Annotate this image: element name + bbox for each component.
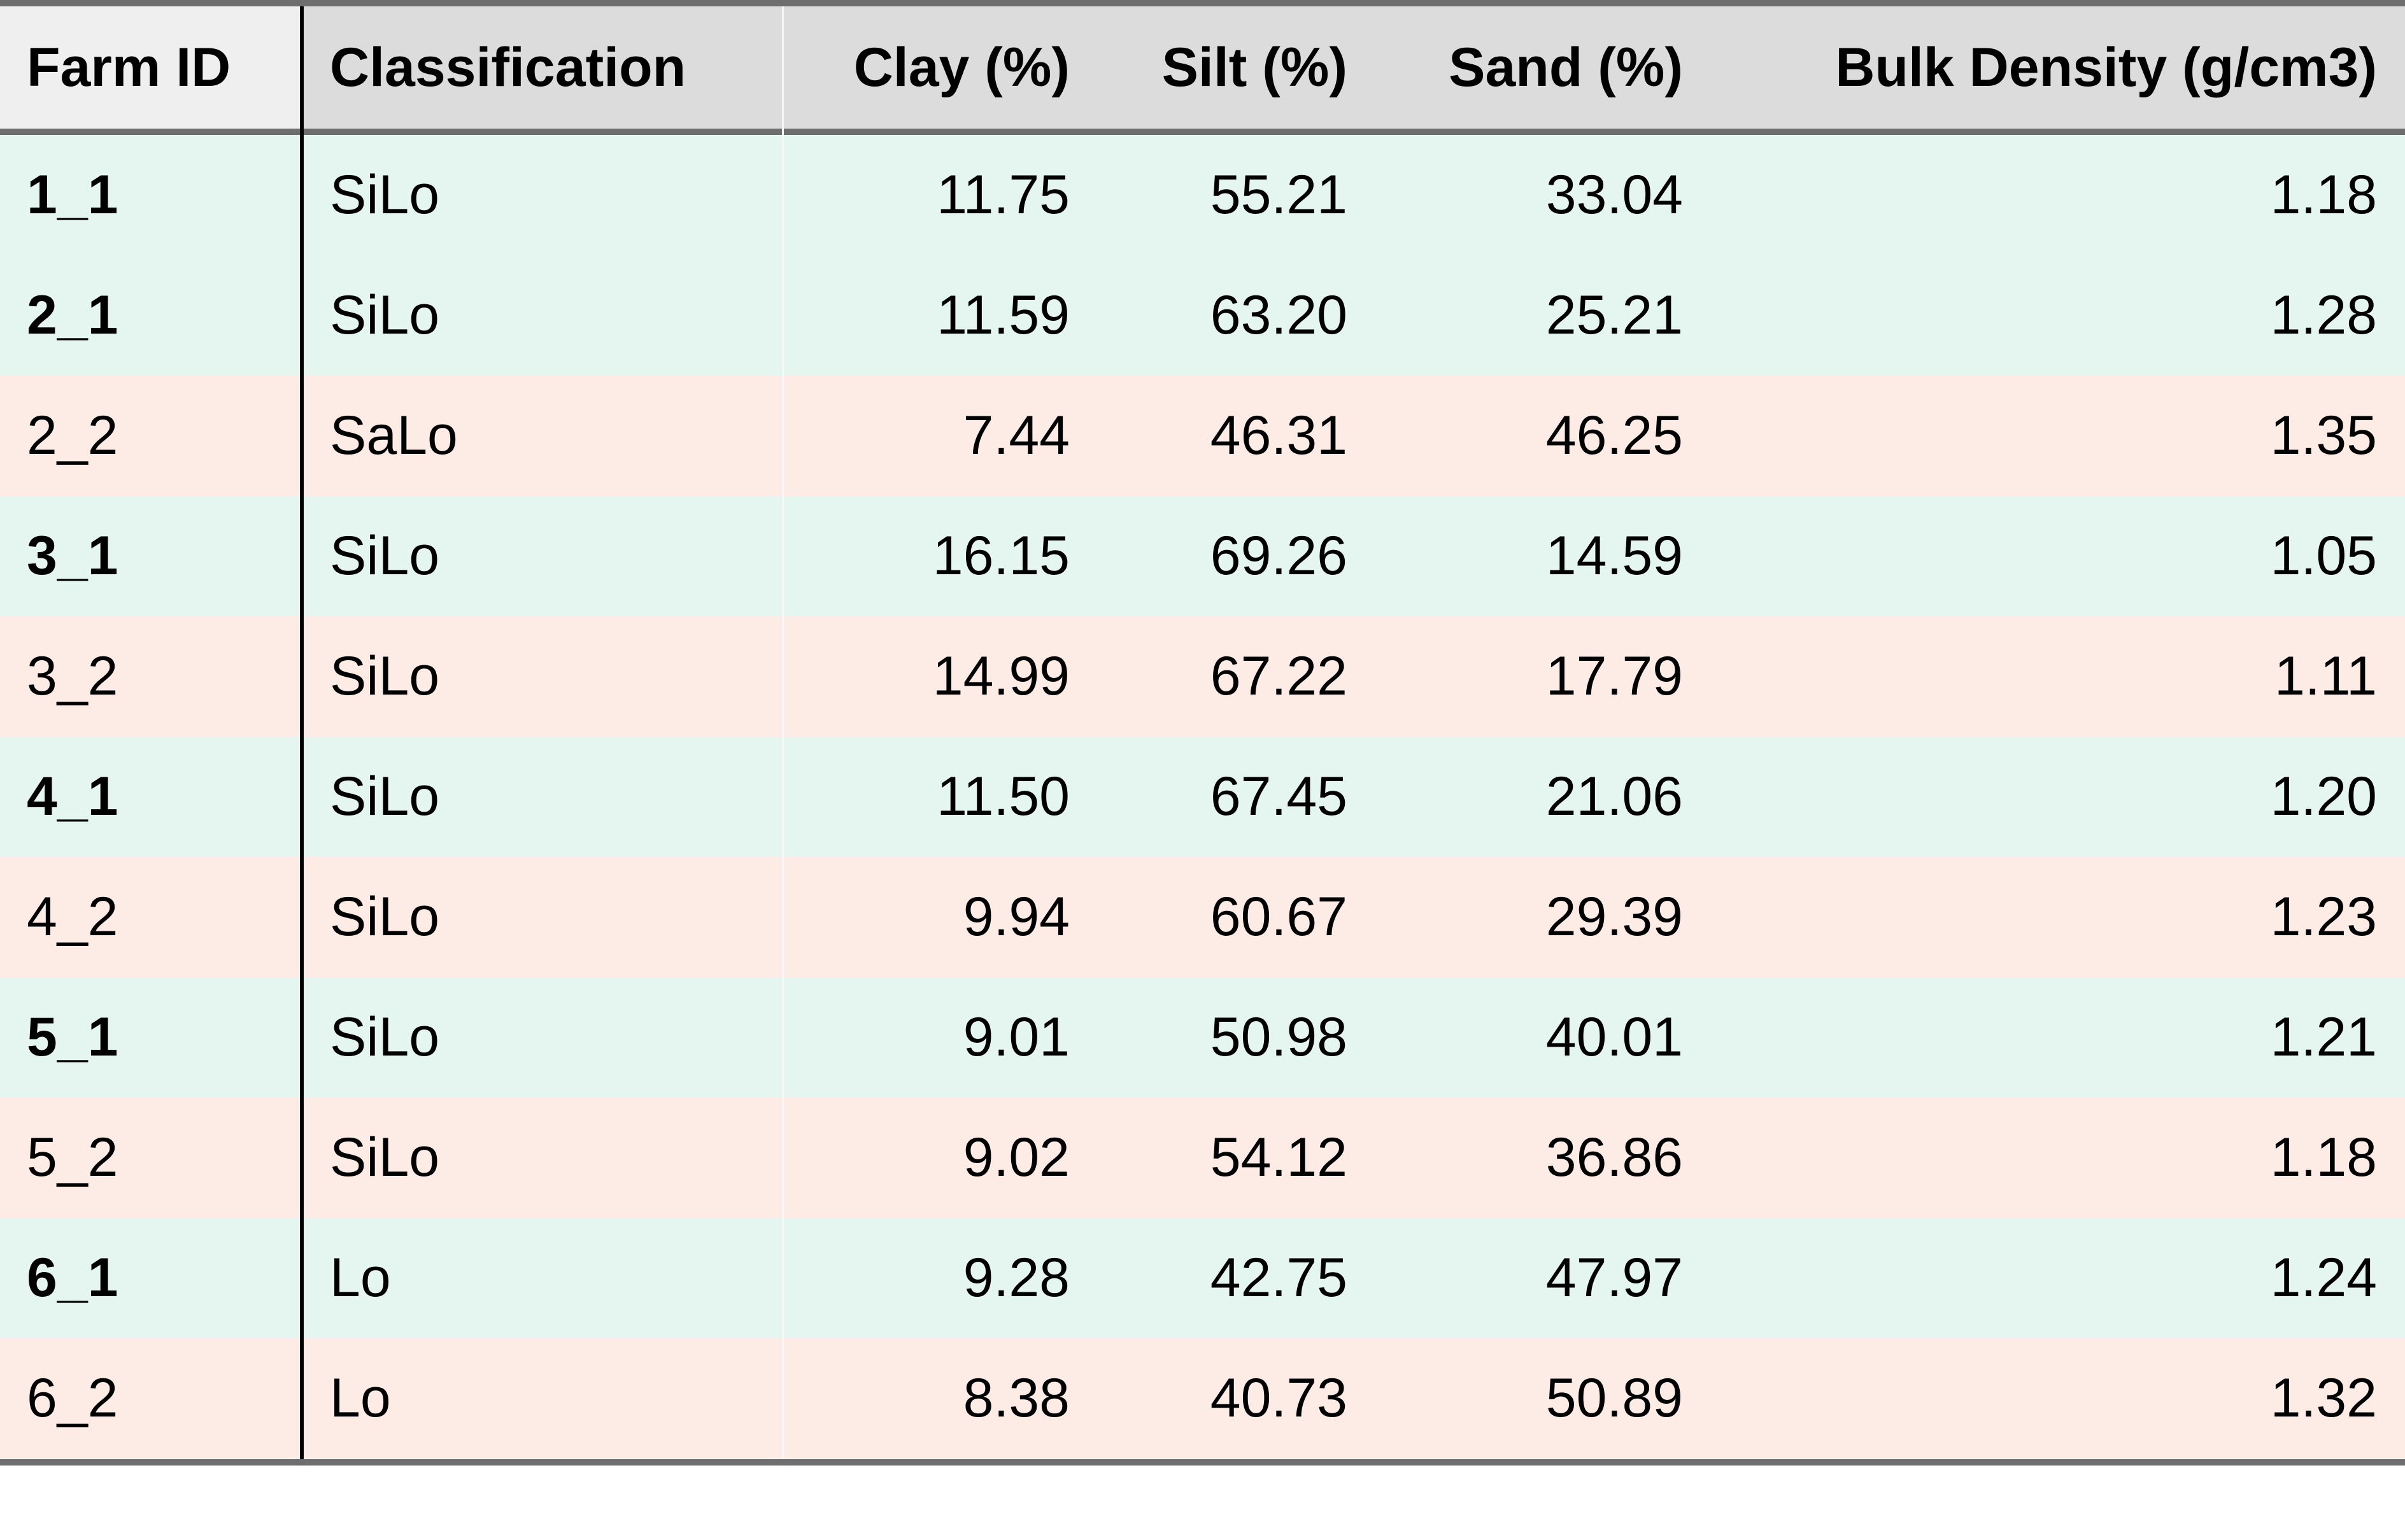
cell-sand: 46.25 — [1545, 405, 1683, 466]
cell-sand: 40.01 — [1545, 1007, 1683, 1068]
table-row: 3_2 SiLo 14.99 67.22 17.79 1.11 — [0, 616, 2405, 737]
cell-farm-id: 2_1 — [27, 285, 118, 346]
cell-bulk-density: 1.28 — [2270, 285, 2377, 346]
cell-classification: SiLo — [330, 285, 440, 346]
cell-silt: 50.98 — [1210, 1007, 1347, 1068]
header-sand: Sand (%) — [1449, 36, 1683, 98]
cell-silt: 46.31 — [1210, 405, 1347, 466]
cell-farm-id: 3_1 — [27, 525, 118, 586]
cell-classification: SiLo — [330, 1007, 440, 1068]
cell-bulk-density: 1.24 — [2270, 1247, 2377, 1308]
table-row: 5_2 SiLo 9.02 54.12 36.86 1.18 — [0, 1098, 2405, 1218]
cell-bulk-density: 1.11 — [2274, 646, 2377, 707]
cell-farm-id: 4_2 — [27, 886, 118, 947]
header-bulk-density: Bulk Density (g/cm3) — [1835, 36, 2377, 98]
table-row: 4_1 SiLo 11.50 67.45 21.06 1.20 — [0, 737, 2405, 857]
cell-bulk-density: 1.20 — [2270, 766, 2377, 827]
cell-silt: 69.26 — [1210, 525, 1347, 586]
cell-classification: SiLo — [330, 164, 440, 225]
cell-silt: 63.20 — [1210, 285, 1347, 346]
cell-farm-id: 1_1 — [27, 164, 118, 225]
cell-farm-id: 4_1 — [27, 766, 118, 827]
cell-classification: SaLo — [330, 405, 458, 466]
cell-sand: 25.21 — [1545, 285, 1683, 346]
cell-silt: 67.45 — [1210, 766, 1347, 827]
cell-sand: 14.59 — [1545, 525, 1683, 586]
cell-silt: 67.22 — [1210, 646, 1347, 707]
cell-clay: 9.01 — [963, 1007, 1070, 1068]
header-farm-id: Farm ID — [0, 6, 303, 129]
cell-classification: SiLo — [330, 525, 440, 586]
cell-sand: 47.97 — [1545, 1247, 1683, 1308]
cell-clay: 14.99 — [932, 646, 1070, 707]
header-classification: Classification — [330, 36, 686, 98]
table-row: 2_2 SaLo 7.44 46.31 46.25 1.35 — [0, 376, 2405, 496]
cell-bulk-density: 1.35 — [2270, 405, 2377, 466]
cell-bulk-density: 1.23 — [2270, 886, 2377, 947]
cell-sand: 36.86 — [1545, 1127, 1683, 1188]
cell-bulk-density: 1.32 — [2270, 1367, 2377, 1429]
cell-clay: 9.02 — [963, 1127, 1070, 1188]
cell-bulk-density: 1.21 — [2270, 1007, 2377, 1068]
cell-bulk-density: 1.18 — [2270, 164, 2377, 225]
table-row: 6_2 Lo 8.38 40.73 50.89 1.32 — [0, 1338, 2405, 1459]
table-bottom-rule — [0, 1459, 2405, 1466]
table-header-row: Farm ID Classification Clay (%) Silt (%)… — [0, 6, 2405, 135]
cell-sand: 29.39 — [1545, 886, 1683, 947]
cell-silt: 40.73 — [1210, 1367, 1347, 1429]
cell-classification: SiLo — [330, 766, 440, 827]
cell-sand: 17.79 — [1545, 646, 1683, 707]
table-row: 2_1 SiLo 11.59 63.20 25.21 1.28 — [0, 255, 2405, 376]
table-row: 1_1 SiLo 11.75 55.21 33.04 1.18 — [0, 135, 2405, 255]
cell-clay: 7.44 — [963, 405, 1070, 466]
cell-sand: 50.89 — [1545, 1367, 1683, 1429]
cell-silt: 55.21 — [1210, 164, 1347, 225]
cell-classification: SiLo — [330, 1127, 440, 1188]
cell-clay: 11.50 — [937, 766, 1070, 827]
cell-classification: SiLo — [330, 646, 440, 707]
cell-farm-id: 5_1 — [27, 1007, 118, 1068]
cell-classification: SiLo — [330, 886, 440, 947]
cell-clay: 16.15 — [932, 525, 1070, 586]
table-top-rule — [0, 0, 2405, 6]
table-row: 4_2 SiLo 9.94 60.67 29.39 1.23 — [0, 857, 2405, 977]
cell-silt: 60.67 — [1210, 886, 1347, 947]
cell-silt: 42.75 — [1210, 1247, 1347, 1308]
cell-clay: 8.38 — [963, 1367, 1070, 1429]
column-separator — [782, 6, 784, 1461]
cell-farm-id: 5_2 — [27, 1127, 118, 1188]
cell-farm-id: 6_1 — [27, 1247, 118, 1308]
cell-bulk-density: 1.05 — [2270, 525, 2377, 586]
cell-bulk-density: 1.18 — [2270, 1127, 2377, 1188]
header-silt: Silt (%) — [1161, 36, 1347, 98]
cell-farm-id: 6_2 — [27, 1367, 118, 1429]
cell-clay: 9.28 — [963, 1247, 1070, 1308]
cell-classification: Lo — [330, 1367, 391, 1429]
cell-classification: Lo — [330, 1247, 391, 1308]
cell-clay: 11.59 — [937, 285, 1070, 346]
farm-id-divider — [300, 6, 304, 1461]
cell-sand: 33.04 — [1545, 164, 1683, 225]
table-row: 3_1 SiLo 16.15 69.26 14.59 1.05 — [0, 496, 2405, 616]
table-row: 5_1 SiLo 9.01 50.98 40.01 1.21 — [0, 977, 2405, 1098]
header-clay: Clay (%) — [853, 36, 1070, 98]
table-row: 6_1 Lo 9.28 42.75 47.97 1.24 — [0, 1218, 2405, 1338]
cell-silt: 54.12 — [1210, 1127, 1347, 1188]
cell-farm-id: 2_2 — [27, 405, 118, 466]
cell-clay: 9.94 — [963, 886, 1070, 947]
cell-clay: 11.75 — [937, 164, 1070, 225]
cell-farm-id: 3_2 — [27, 646, 118, 707]
cell-sand: 21.06 — [1545, 766, 1683, 827]
